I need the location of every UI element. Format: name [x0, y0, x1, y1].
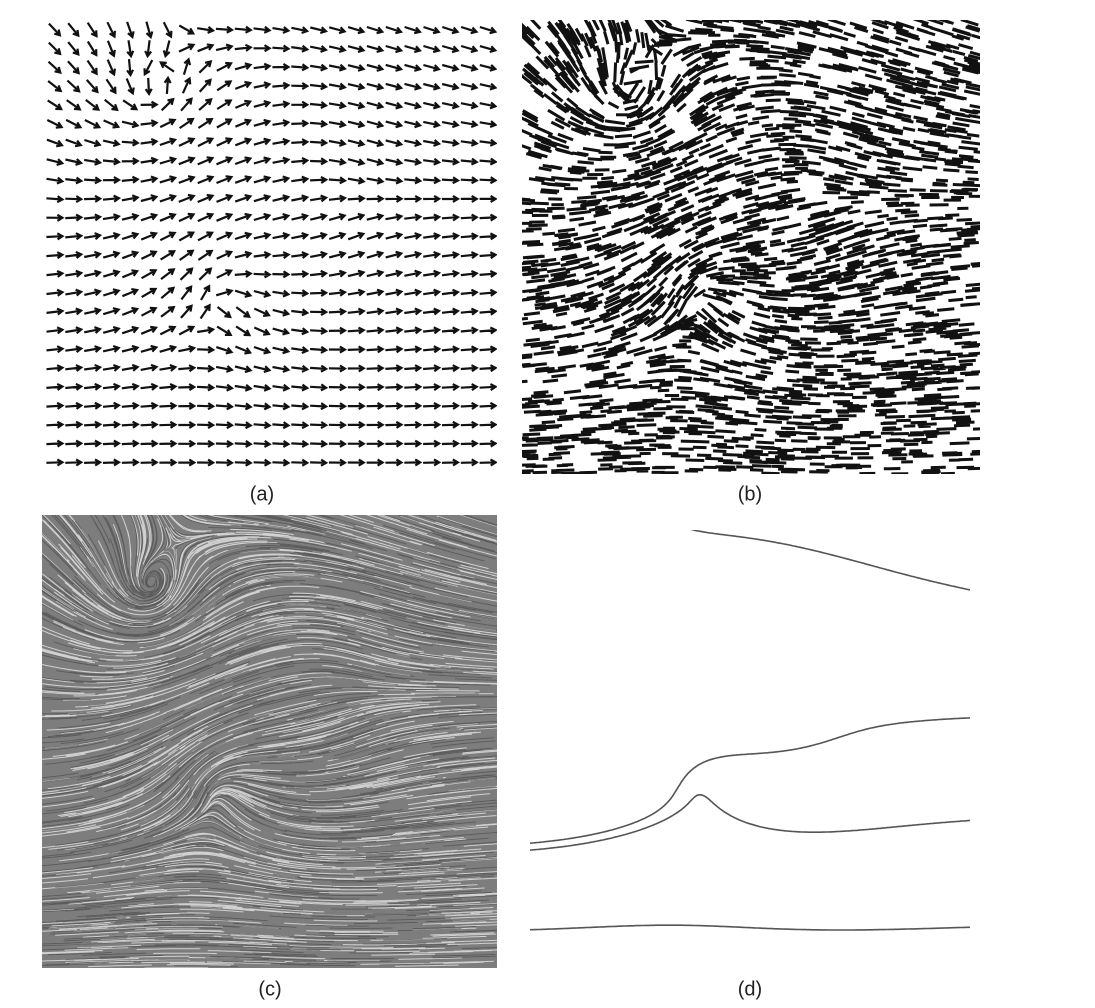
streaks-light: [42, 515, 497, 968]
dash-panel: [522, 20, 980, 474]
streaks-dark: [42, 515, 497, 967]
streamline: [530, 794, 970, 851]
arrow-panel: [46, 21, 497, 467]
streamline: [530, 717, 970, 845]
dashes: [522, 20, 980, 474]
streamline: [690, 530, 970, 591]
panel-label: (c): [258, 978, 281, 1000]
streamline-panel: [530, 530, 970, 931]
arrows: [46, 21, 497, 467]
panel-label: (b): [738, 483, 762, 505]
panel-label: (d): [738, 978, 762, 1000]
lic-panel: [42, 515, 497, 968]
streamline: [530, 924, 970, 931]
panel-label: (a): [250, 483, 274, 505]
